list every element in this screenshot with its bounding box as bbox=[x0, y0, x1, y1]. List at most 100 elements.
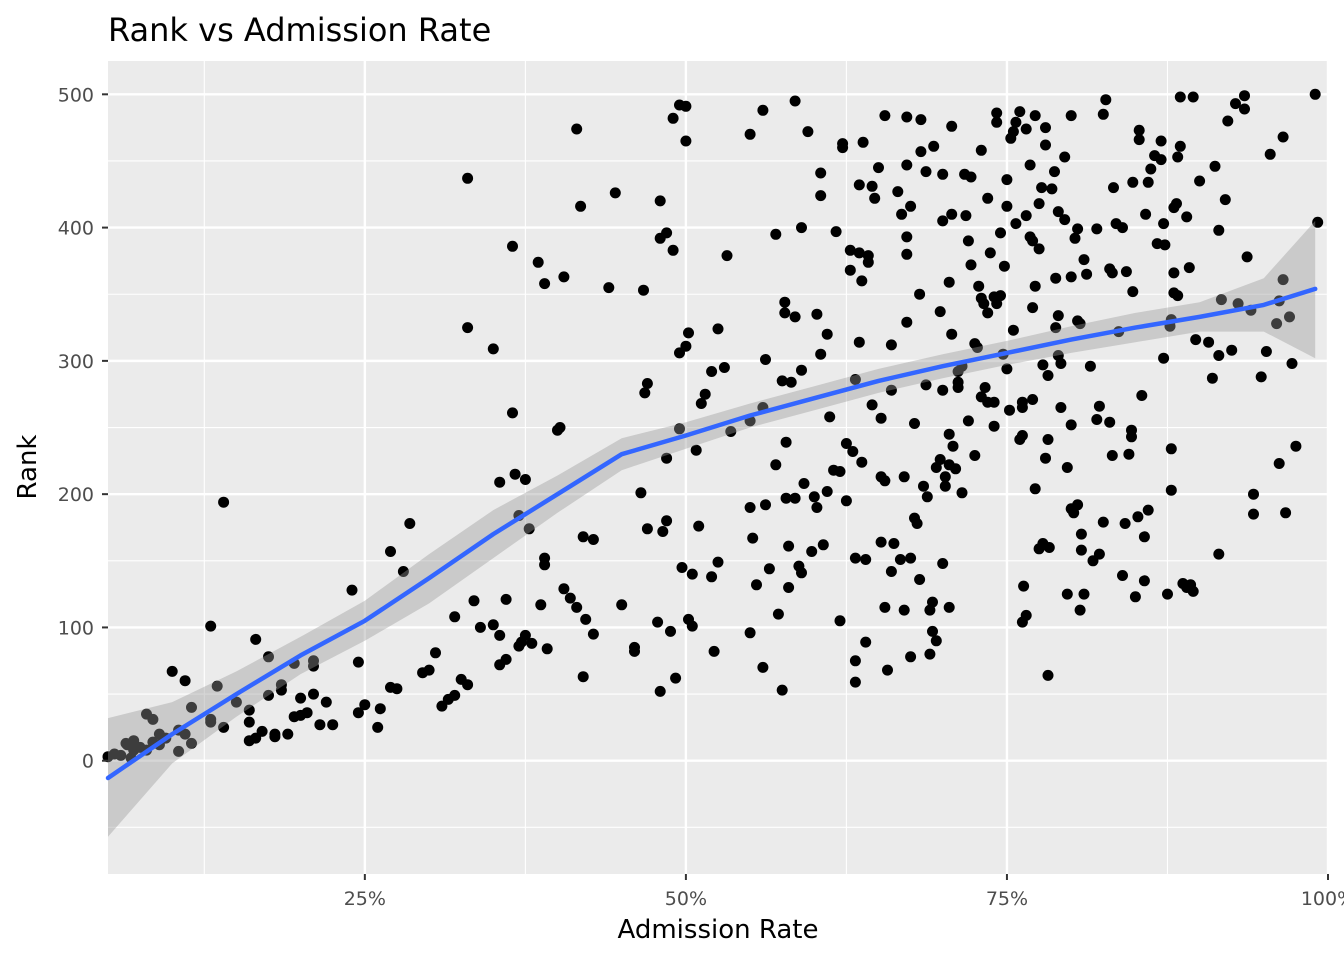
data-point bbox=[211, 680, 223, 692]
data-point bbox=[1290, 440, 1302, 452]
data-point bbox=[263, 651, 274, 663]
data-point bbox=[1271, 318, 1283, 330]
data-point bbox=[875, 536, 887, 548]
data-point bbox=[1029, 110, 1041, 122]
data-point bbox=[934, 454, 946, 465]
data-point bbox=[991, 116, 1003, 128]
data-point bbox=[894, 554, 906, 565]
data-point bbox=[1248, 488, 1259, 500]
data-point bbox=[1007, 324, 1019, 336]
data-point bbox=[1280, 507, 1292, 519]
data-point bbox=[760, 499, 771, 511]
data-point bbox=[811, 502, 823, 513]
data-point bbox=[776, 684, 788, 696]
data-point bbox=[1206, 372, 1218, 384]
data-point bbox=[901, 159, 913, 171]
data-point bbox=[674, 423, 685, 435]
data-point bbox=[1036, 182, 1048, 194]
data-point bbox=[815, 348, 827, 360]
data-point bbox=[849, 655, 861, 667]
data-point bbox=[1145, 163, 1157, 175]
data-point bbox=[1119, 518, 1131, 529]
data-point bbox=[796, 222, 807, 234]
data-point bbox=[772, 608, 784, 620]
data-point bbox=[760, 354, 771, 365]
data-point bbox=[789, 95, 801, 107]
data-point bbox=[468, 595, 480, 607]
data-point bbox=[1027, 394, 1039, 405]
data-point bbox=[796, 364, 807, 376]
data-point bbox=[526, 637, 538, 649]
data-point bbox=[875, 412, 887, 424]
data-point bbox=[667, 112, 679, 124]
data-point bbox=[1155, 135, 1167, 147]
data-point bbox=[1081, 268, 1093, 280]
data-point bbox=[1020, 210, 1032, 222]
data-point bbox=[1312, 216, 1324, 228]
data-point bbox=[179, 675, 191, 687]
data-point bbox=[1065, 419, 1077, 431]
data-point bbox=[706, 571, 718, 583]
data-point bbox=[683, 327, 694, 339]
data-point bbox=[1007, 126, 1019, 138]
data-point bbox=[844, 244, 856, 256]
data-point bbox=[1158, 352, 1170, 364]
data-point bbox=[1037, 359, 1049, 371]
data-point bbox=[965, 259, 977, 271]
data-point bbox=[995, 227, 1006, 239]
data-point bbox=[901, 231, 913, 243]
data-point bbox=[670, 672, 682, 684]
data-point bbox=[449, 611, 461, 623]
data-point bbox=[869, 192, 881, 204]
data-point bbox=[837, 142, 849, 154]
data-point bbox=[952, 376, 964, 388]
data-point bbox=[1078, 254, 1090, 266]
data-point bbox=[901, 316, 913, 328]
data-point bbox=[397, 566, 409, 577]
data-point bbox=[770, 459, 782, 471]
data-point bbox=[665, 625, 676, 637]
data-point bbox=[690, 444, 702, 456]
data-point bbox=[1040, 139, 1051, 151]
data-point bbox=[423, 664, 435, 676]
data-point bbox=[1020, 609, 1032, 621]
data-point bbox=[507, 407, 518, 419]
data-point bbox=[998, 260, 1010, 272]
data-point bbox=[327, 719, 339, 731]
data-point bbox=[571, 601, 583, 613]
data-point bbox=[314, 719, 326, 731]
data-point bbox=[898, 471, 910, 483]
data-point bbox=[1215, 294, 1227, 306]
data-point bbox=[1140, 208, 1152, 220]
data-point bbox=[641, 523, 653, 535]
data-point bbox=[1174, 140, 1186, 152]
data-point bbox=[892, 186, 904, 198]
plot-panel bbox=[108, 61, 1328, 874]
data-point bbox=[844, 264, 856, 276]
data-point bbox=[785, 376, 797, 388]
data-point bbox=[939, 471, 951, 483]
data-point bbox=[587, 534, 599, 545]
data-point bbox=[937, 384, 949, 396]
data-point bbox=[973, 280, 985, 292]
data-point bbox=[969, 450, 981, 461]
data-point bbox=[186, 737, 197, 749]
data-point bbox=[885, 384, 897, 396]
data-point bbox=[346, 584, 358, 596]
data-point bbox=[230, 696, 242, 708]
data-point bbox=[1084, 360, 1096, 372]
y-tick-label: 100 bbox=[58, 617, 94, 639]
data-point bbox=[1187, 91, 1199, 103]
data-point bbox=[1097, 516, 1109, 528]
data-point bbox=[519, 474, 531, 485]
data-point bbox=[757, 661, 769, 673]
data-point bbox=[1033, 198, 1045, 210]
data-point bbox=[654, 685, 666, 697]
data-point bbox=[205, 620, 217, 632]
data-point bbox=[909, 418, 920, 429]
data-point bbox=[250, 633, 262, 645]
data-point bbox=[487, 343, 499, 355]
data-point bbox=[873, 162, 884, 174]
data-point bbox=[866, 180, 878, 192]
